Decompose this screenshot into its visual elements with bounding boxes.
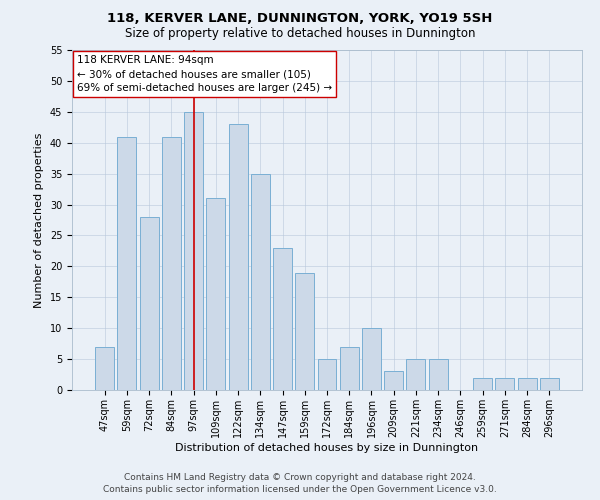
- Text: Size of property relative to detached houses in Dunnington: Size of property relative to detached ho…: [125, 28, 475, 40]
- Bar: [429, 359, 448, 390]
- Bar: [384, 372, 403, 390]
- Bar: [184, 112, 203, 390]
- Bar: [317, 359, 337, 390]
- X-axis label: Distribution of detached houses by size in Dunnington: Distribution of detached houses by size …: [175, 442, 479, 452]
- Bar: [229, 124, 248, 390]
- Bar: [206, 198, 225, 390]
- Bar: [162, 136, 181, 390]
- Bar: [540, 378, 559, 390]
- Bar: [273, 248, 292, 390]
- Bar: [362, 328, 381, 390]
- Text: 118 KERVER LANE: 94sqm
← 30% of detached houses are smaller (105)
69% of semi-de: 118 KERVER LANE: 94sqm ← 30% of detached…: [77, 55, 332, 93]
- Bar: [251, 174, 270, 390]
- Y-axis label: Number of detached properties: Number of detached properties: [34, 132, 44, 308]
- Bar: [118, 136, 136, 390]
- Bar: [496, 378, 514, 390]
- Bar: [406, 359, 425, 390]
- Bar: [140, 217, 158, 390]
- Bar: [295, 272, 314, 390]
- Bar: [518, 378, 536, 390]
- Bar: [340, 346, 359, 390]
- Text: Contains HM Land Registry data © Crown copyright and database right 2024.
Contai: Contains HM Land Registry data © Crown c…: [103, 472, 497, 494]
- Text: 118, KERVER LANE, DUNNINGTON, YORK, YO19 5SH: 118, KERVER LANE, DUNNINGTON, YORK, YO19…: [107, 12, 493, 26]
- Bar: [473, 378, 492, 390]
- Bar: [95, 346, 114, 390]
